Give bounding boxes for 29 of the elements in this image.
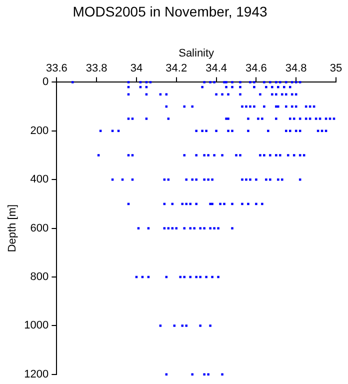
point	[294, 93, 298, 96]
y-tick-label: 0	[42, 76, 49, 88]
point	[284, 105, 288, 108]
chart-title: MODS2005 in November, 1943	[72, 3, 268, 20]
x-tick-label: 34.4	[206, 62, 227, 75]
point	[127, 93, 130, 96]
x-tick-label: 35	[330, 62, 342, 75]
y-tick-label: 400	[30, 174, 49, 186]
y-tick-label: 1200	[24, 368, 49, 380]
y-axis-title: Depth [m]	[6, 204, 19, 252]
point	[145, 93, 148, 96]
x-tick-label: 34	[130, 62, 143, 75]
x-tick-label: 33.8	[86, 62, 108, 75]
point	[159, 93, 162, 96]
y-tick-label: 600	[30, 222, 49, 234]
x-tick-label: 34.6	[245, 62, 267, 75]
point	[282, 86, 286, 88]
point	[290, 93, 294, 96]
y-tick-label: 200	[30, 124, 49, 137]
point	[284, 130, 288, 132]
x-tick-label: 34.2	[166, 62, 188, 75]
x-tick-label: 33.6	[46, 62, 68, 75]
x-tick-label: 34.8	[285, 62, 307, 75]
y-tick-label: 1000	[24, 320, 49, 332]
point	[165, 93, 168, 96]
x-axis-title: Salinity	[178, 47, 215, 60]
point	[284, 93, 288, 96]
point	[179, 276, 182, 278]
y-tick-label: 800	[30, 271, 49, 284]
